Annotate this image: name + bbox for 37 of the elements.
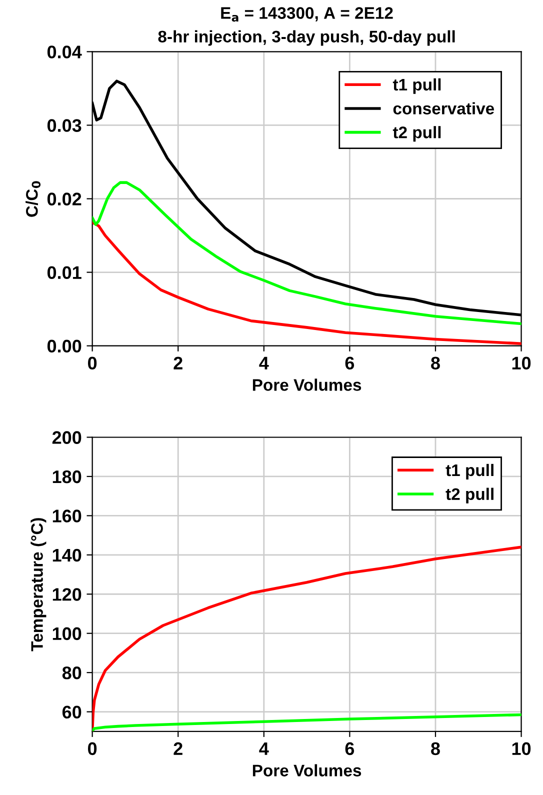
- y-tick-label: 180: [52, 470, 82, 484]
- x-axis-title: Pore Volumes: [252, 764, 362, 776]
- x-axis-title: Pore Volumes: [252, 378, 362, 391]
- x-tick-label: 4: [259, 356, 269, 370]
- x-tick-label: 8: [431, 742, 440, 756]
- y-axis-title: Temperature (°C): [30, 518, 46, 652]
- line-series: [92, 181, 522, 326]
- x-tick-label: 0: [88, 742, 97, 756]
- y-tick-label: 0.01: [47, 266, 82, 280]
- legend-label: t1 pull: [446, 464, 494, 480]
- x-tick-label: 4: [259, 742, 269, 755]
- chart-subtitle: 8-hr injection, 3-day push, 50-day pull: [158, 30, 455, 46]
- chart-title: E$_{a}$ = 143300, A = 2E12: [221, 7, 393, 22]
- y-tick-label: 0.02: [47, 192, 82, 206]
- y-tick-label: 0.00: [47, 340, 82, 353]
- y-axis-title: C/C$_{0}$: [26, 181, 41, 217]
- y-tick-label: 80: [62, 666, 82, 680]
- x-tick-label: 6: [345, 356, 354, 370]
- legend-label: t1 pull: [392, 78, 441, 94]
- x-tick-label: 8: [431, 356, 440, 370]
- x-tick-label: 10: [512, 356, 531, 370]
- x-tick-label: 2: [174, 356, 182, 370]
- y-tick-label: 200: [52, 431, 82, 444]
- legend-label: t2 pull: [392, 126, 441, 142]
- y-tick-label: 60: [62, 706, 82, 719]
- x-tick-label: 10: [512, 742, 531, 756]
- x-tick-label: 6: [345, 742, 354, 756]
- x-tick-label: 2: [174, 742, 182, 755]
- y-tick-label: 120: [52, 588, 82, 601]
- y-tick-label: 0.04: [47, 46, 82, 58]
- y-tick-label: 100: [52, 627, 82, 640]
- y-tick-label: 140: [52, 548, 82, 562]
- x-tick-label: 0: [88, 356, 97, 370]
- legend-label: conservative: [393, 102, 494, 114]
- y-tick-label: 160: [52, 510, 82, 522]
- y-tick-label: 0.03: [47, 119, 82, 132]
- legend-label: t2 pull: [446, 488, 494, 504]
